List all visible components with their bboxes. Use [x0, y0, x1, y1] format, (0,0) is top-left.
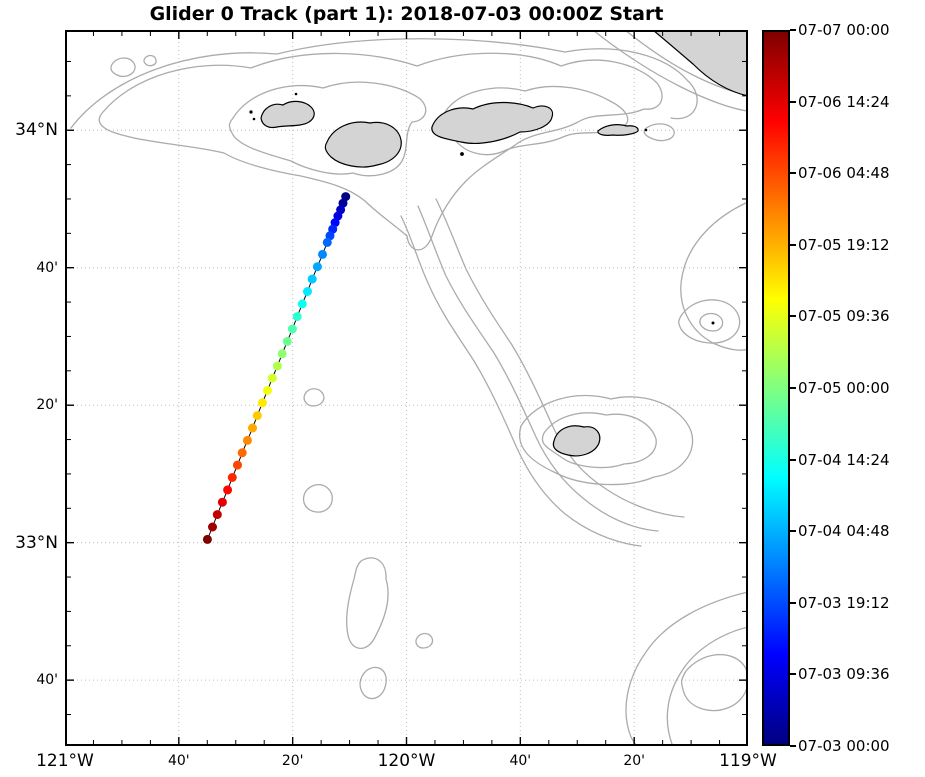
colorbar-tick: [790, 458, 796, 461]
y-tick-label: 20': [36, 397, 58, 414]
island: [324, 121, 402, 168]
page-title: Glider 0 Track (part 1): 2018-07-03 00:0…: [149, 3, 664, 25]
bathymetry-contours: [70, 30, 748, 746]
plot-frame: [65, 30, 748, 746]
track-point: [217, 497, 227, 507]
track-point: [318, 249, 327, 259]
colorbar-tick-label: 07-03 19:12: [798, 593, 890, 612]
x-tick-label: 121°W: [36, 751, 94, 771]
colorbar-tick-label: 07-05 00:00: [798, 379, 890, 397]
track-point: [282, 336, 292, 346]
mainland-coast: [652, 30, 748, 97]
x-tick-label: 40': [509, 753, 532, 769]
track-point: [242, 435, 252, 445]
y-tick-label: 40': [36, 672, 58, 689]
colorbar-tick-label: 07-06 04:48: [798, 164, 890, 183]
x-tick-label: 20': [623, 753, 645, 769]
colorbar-tick: [790, 100, 796, 103]
islet: [644, 128, 648, 132]
glider-track: [202, 192, 351, 544]
island: [260, 100, 315, 129]
track-point: [287, 324, 297, 334]
colorbar-tick-label: 07-04 14:24: [798, 450, 890, 469]
track-point: [267, 373, 277, 383]
colorbar-tick-label: 07-04 04:48: [798, 522, 890, 541]
colorbar-tick-label: 07-06 14:24: [798, 92, 890, 111]
y-tick-label: 40': [36, 259, 58, 276]
colorbar-tick: [790, 243, 796, 246]
track-point: [212, 510, 222, 520]
track-point: [272, 361, 282, 371]
islet: [460, 152, 464, 156]
colorbar-tick: [790, 530, 796, 533]
track-point: [307, 274, 317, 284]
colorbar: [762, 30, 790, 746]
colorbar-tick-label: 07-05 09:36: [798, 307, 890, 326]
track-point: [312, 262, 322, 272]
grid-lines: [65, 30, 748, 746]
track-point: [233, 460, 242, 470]
track-point: [292, 312, 302, 322]
track-point: [248, 423, 257, 433]
track-point: [208, 522, 217, 532]
islet: [252, 117, 256, 121]
colorbar-tick: [790, 745, 796, 747]
track-point: [227, 473, 237, 482]
colorbar-tick-label: 07-07 00:00: [798, 21, 890, 39]
islands: [249, 30, 748, 457]
track-point: [322, 237, 332, 247]
track-point: [237, 448, 247, 458]
track-point: [252, 411, 262, 421]
track-point: [223, 485, 233, 495]
x-tick-label: 40': [167, 753, 190, 769]
colorbar-tick-label: 07-05 19:12: [798, 235, 890, 254]
x-tick-label: 120°W: [377, 751, 436, 771]
track-point: [257, 398, 267, 408]
colorbar-tick: [790, 29, 796, 31]
island: [597, 124, 639, 136]
x-tick-label: 119°W: [719, 751, 777, 771]
colorbar-tick-label: 07-03 00:00: [798, 737, 890, 755]
map-plot: [65, 30, 748, 746]
colorbar-tick: [790, 315, 796, 318]
islet: [711, 321, 715, 325]
track-point: [303, 287, 312, 296]
y-tick-label: 33°N: [15, 532, 58, 553]
colorbar-tick: [790, 172, 796, 175]
colorbar-tick: [790, 673, 796, 676]
track-point: [202, 534, 212, 544]
track-point: [297, 299, 307, 309]
island: [552, 425, 601, 457]
track-point: [263, 386, 272, 395]
x-tick-label: 20': [281, 753, 304, 769]
island: [431, 101, 554, 144]
islet: [294, 92, 298, 96]
colorbar-tick: [790, 387, 796, 389]
islet: [249, 110, 253, 114]
colorbar-tick: [790, 601, 796, 604]
colorbar-tick-label: 07-03 09:36: [798, 665, 890, 684]
track-point: [277, 349, 287, 359]
y-tick-label: 34°N: [15, 120, 58, 141]
